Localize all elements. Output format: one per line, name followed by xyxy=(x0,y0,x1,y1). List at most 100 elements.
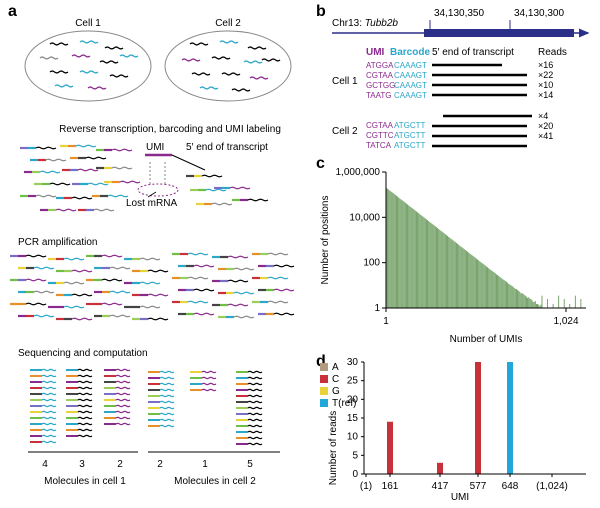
mrna-strand xyxy=(139,257,161,261)
histogram-bar xyxy=(407,204,408,308)
cell1-reads: ×10 xyxy=(538,80,553,90)
histogram-bar xyxy=(400,199,402,308)
mrna-strand xyxy=(193,264,215,268)
mrna-strand xyxy=(63,305,85,309)
step-sequencing: Sequencing and computation xyxy=(18,348,148,359)
histogram-bar xyxy=(477,259,478,308)
mrna-strand xyxy=(77,386,93,390)
histogram-bar xyxy=(478,260,480,308)
histogram-bar xyxy=(396,195,397,308)
mrna-strand xyxy=(119,180,141,184)
sequencing-reads-group xyxy=(30,368,263,446)
histogram-bar xyxy=(392,193,394,308)
mrna-strand xyxy=(63,281,85,285)
cell1-barcode: CAAAGT xyxy=(394,81,427,90)
histogram-bar xyxy=(504,281,506,308)
histogram-bar xyxy=(416,211,417,308)
legend-swatch xyxy=(320,399,328,407)
histogram-bar xyxy=(531,300,533,308)
histogram-bar xyxy=(491,270,493,308)
mrna-strand xyxy=(273,312,295,316)
mrna-strand xyxy=(77,428,93,432)
mrna-strand xyxy=(247,382,263,386)
legend-label: C xyxy=(332,374,339,385)
cell2-reads: ×20 xyxy=(538,121,553,131)
x-tick-label: 1,024 xyxy=(553,316,578,327)
mrna-strand xyxy=(233,315,255,319)
histogram-bar xyxy=(528,297,530,308)
mrna-strand xyxy=(41,374,57,378)
histogram-bar xyxy=(448,236,450,308)
mrna-strand xyxy=(247,430,263,434)
locus-label: Chr13: Tubb2b xyxy=(332,18,398,29)
y-tick-label: 5 xyxy=(352,450,358,461)
histogram-bar xyxy=(443,233,445,308)
histogram-bar xyxy=(547,298,548,308)
histogram-bar xyxy=(499,276,501,308)
histogram-bar xyxy=(509,284,511,308)
histogram-bar xyxy=(473,256,475,308)
histogram-bar xyxy=(527,297,528,308)
histogram-bar xyxy=(418,213,420,308)
mrna-strand xyxy=(247,394,263,398)
legend-swatch xyxy=(320,387,328,395)
histogram-bar xyxy=(533,301,535,308)
mrna-strand xyxy=(229,186,251,190)
histogram-bar xyxy=(518,290,520,308)
mrna-strand xyxy=(247,46,267,50)
y-tick-label: 10 xyxy=(347,432,359,443)
molecules-cell1-label: Molecules in cell 1 xyxy=(44,476,126,487)
mrna-strand xyxy=(191,72,211,76)
histogram-bar xyxy=(429,221,431,308)
callout-dashed-ellipse xyxy=(137,183,179,197)
gene-block xyxy=(424,29,574,37)
header-5prime: 5′ end of transcript xyxy=(432,47,514,58)
legend-label: T(ref) xyxy=(332,398,356,409)
mrna-strand xyxy=(211,56,231,60)
count-cell1-umi1: 4 xyxy=(42,459,48,470)
cell1-reads: ×16 xyxy=(538,60,553,70)
x-tick-label: (1,024) xyxy=(536,481,568,492)
y-tick-label: 100 xyxy=(363,258,380,269)
mrna-strand xyxy=(247,436,263,440)
histogram-bar xyxy=(502,279,504,308)
mrna-strand xyxy=(109,266,131,270)
mrna-strand xyxy=(247,198,269,202)
mrna-strand xyxy=(87,182,109,186)
mrna-strand xyxy=(54,84,74,88)
histogram-bar xyxy=(410,207,412,308)
histogram-bar xyxy=(489,269,491,308)
mrna-strand xyxy=(35,146,57,150)
mrna-strand xyxy=(41,428,57,432)
mrna-strand xyxy=(104,46,124,50)
legend-label: G xyxy=(332,386,340,397)
mrna-strand xyxy=(247,424,263,428)
mrna-strand xyxy=(187,252,209,256)
histogram-bar xyxy=(474,257,476,308)
mrna-strand xyxy=(115,392,131,396)
mrna-strand xyxy=(115,368,131,372)
cell2-umi: TATCA xyxy=(366,141,392,150)
mrna-strand xyxy=(227,255,249,259)
cell2-reads: ×4 xyxy=(538,111,548,121)
cell2-umi: CGTAA xyxy=(366,121,394,130)
mrna-strand xyxy=(41,386,57,390)
mrna-strand xyxy=(109,74,129,78)
mrna-strand xyxy=(115,410,131,414)
mrna-strand xyxy=(71,269,93,273)
histogram-bar xyxy=(404,202,406,308)
histogram-bar xyxy=(462,248,464,308)
cell1-umi: ATGGA xyxy=(366,61,394,70)
y-tick-label: 1 xyxy=(374,303,380,314)
mrna-strand xyxy=(35,194,57,198)
cell1-barcode: CAAAGT xyxy=(394,91,427,100)
read-bars xyxy=(387,362,513,474)
mrna-strand xyxy=(109,314,131,318)
mrna-strand xyxy=(55,208,77,212)
histogram-bar xyxy=(472,256,474,308)
mrna-strand xyxy=(243,60,263,64)
y-tick-label: 25 xyxy=(347,376,359,387)
histogram-bar xyxy=(460,246,462,308)
histogram-bar xyxy=(457,243,458,308)
